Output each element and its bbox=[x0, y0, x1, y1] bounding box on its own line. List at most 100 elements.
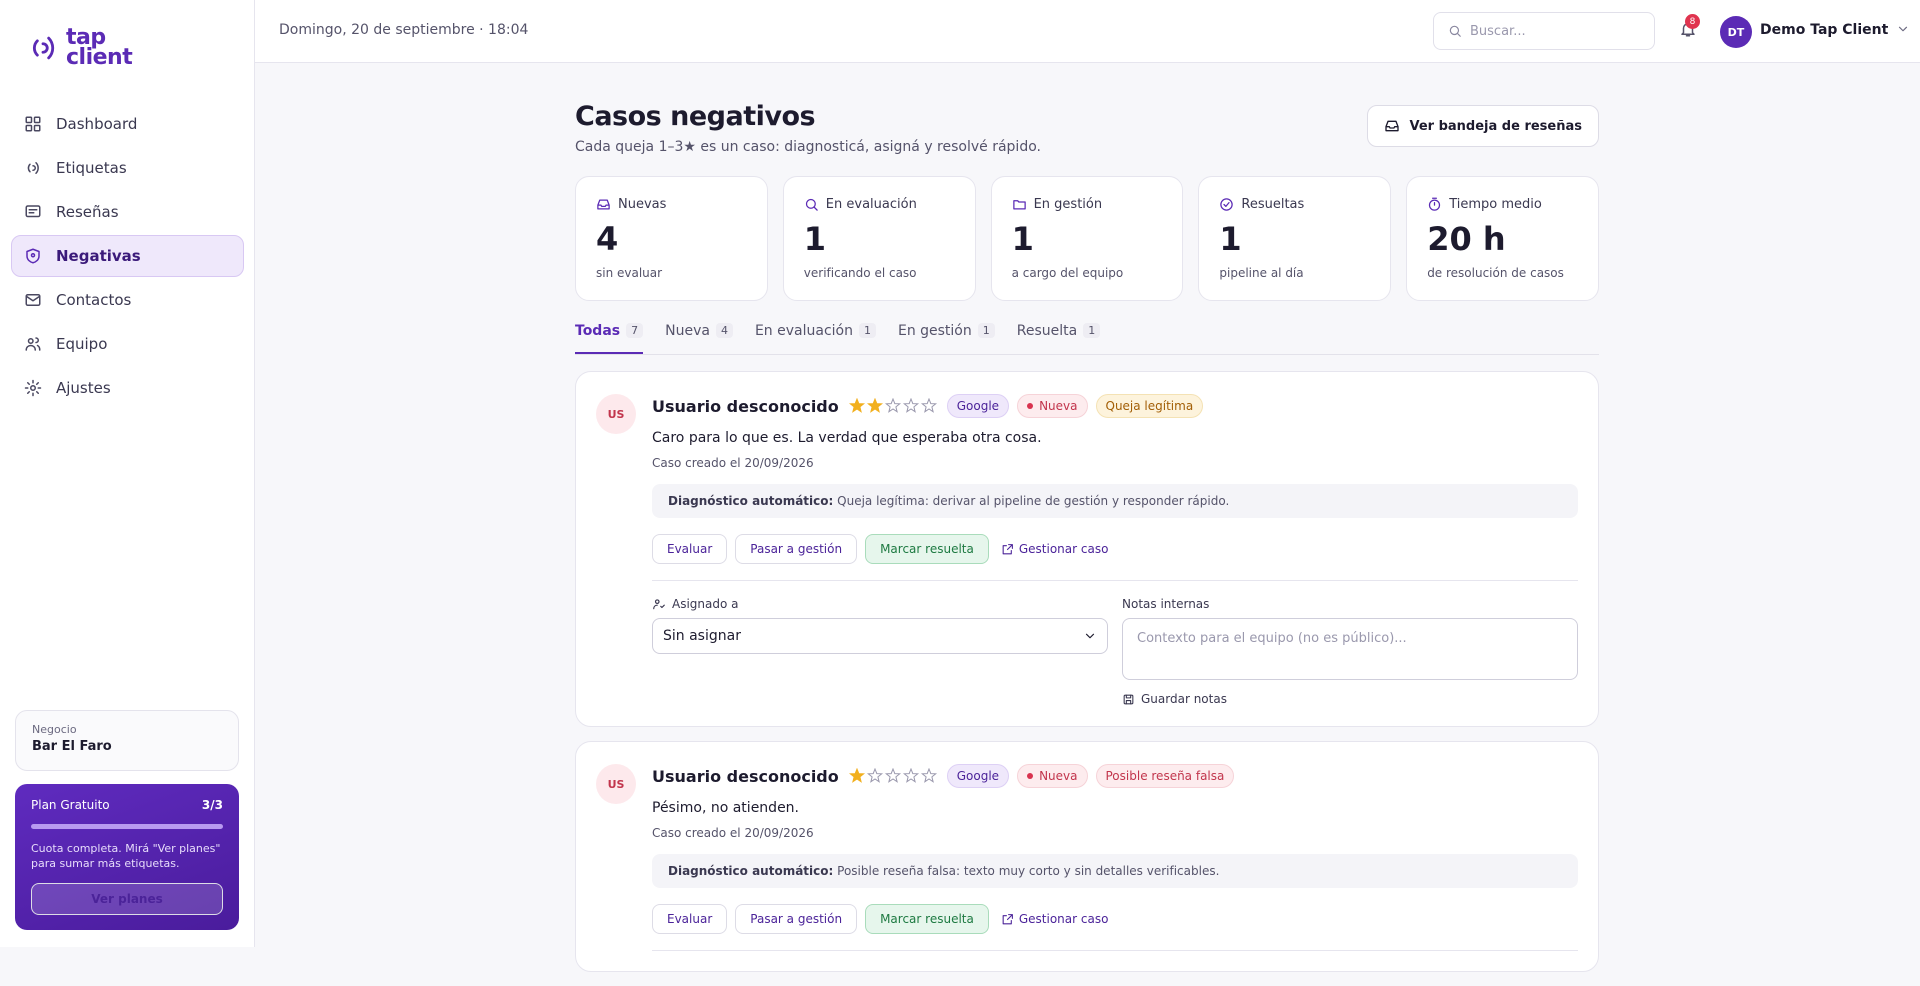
notification-count: 8 bbox=[1685, 14, 1700, 29]
action-label: Marcar resuelta bbox=[880, 542, 974, 556]
icon bbox=[1002, 543, 1013, 554]
nav-label: Negativas bbox=[56, 247, 141, 265]
status-badge: Nueva bbox=[1017, 394, 1088, 418]
nav: Dashboard Etiquetas Reseñas Negativas Contac… bbox=[11, 103, 244, 411]
save-label: Guardar notas bbox=[1141, 692, 1227, 706]
icon bbox=[25, 116, 41, 132]
stat-head: Tiempo medio bbox=[1427, 197, 1578, 212]
action-button[interactable]: Pasar a gestión bbox=[735, 534, 858, 564]
stat-value: 20 h bbox=[1427, 220, 1506, 258]
icon bbox=[1220, 198, 1234, 211]
stat-card: En evaluación 1 verificando el caso bbox=[782, 176, 976, 301]
notes-input[interactable]: Contexto para el equipo (no es público).… bbox=[1122, 618, 1578, 680]
nav-item[interactable]: Contactos bbox=[11, 279, 244, 321]
tab[interactable]: Nueva 4 bbox=[665, 323, 733, 354]
nav-item[interactable]: Dashboard bbox=[11, 103, 244, 145]
source-badge: Google bbox=[946, 764, 1010, 788]
case-text: Caro para lo que es. La verdad que esper… bbox=[652, 430, 1042, 446]
diagnosis-text: Queja legítima: derivar al pipeline de g… bbox=[837, 494, 1230, 508]
nav-label: Etiquetas bbox=[56, 159, 127, 177]
stat-card: En gestión 1 a cargo del equipo bbox=[990, 176, 1184, 301]
stat-head: En evaluación bbox=[804, 197, 955, 212]
tab-count: 7 bbox=[626, 323, 644, 338]
stat-note: verificando el caso bbox=[803, 266, 917, 280]
assign-select[interactable]: Sin asignar bbox=[652, 618, 1108, 654]
icon bbox=[653, 599, 665, 610]
icon bbox=[805, 198, 818, 211]
tab-label: Resuelta bbox=[1016, 323, 1078, 339]
action-label: Gestionar caso bbox=[1018, 542, 1109, 556]
case-card: US Usuario desconocido Google Nueva Queja le… bbox=[575, 371, 1599, 727]
icon bbox=[1085, 633, 1095, 639]
action-button[interactable]: Evaluar bbox=[652, 534, 728, 564]
button-label: Ver bandeja de reseñas bbox=[1409, 118, 1582, 134]
icon bbox=[26, 248, 40, 264]
assign-label: Asignado a bbox=[652, 597, 1108, 611]
plan-top: Plan Gratuito 3/3 bbox=[31, 798, 223, 812]
date: Domingo, 20 de septiembre · 18:04 bbox=[279, 22, 529, 38]
tag-badge: Queja legítima bbox=[1095, 394, 1204, 418]
plan-box: Plan Gratuito 3/3 Cuota completa. Mirá "Ve… bbox=[15, 784, 239, 930]
action-button[interactable]: Marcar resuelta bbox=[865, 904, 989, 934]
tab-count: 4 bbox=[715, 323, 733, 338]
tab[interactable]: En evaluación 1 bbox=[755, 323, 876, 354]
tab[interactable]: Todas 7 bbox=[575, 323, 644, 354]
logo: tap client bbox=[26, 27, 133, 69]
nav-item[interactable]: Etiquetas bbox=[11, 147, 244, 189]
actions: Evaluar Pasar a gestión Marcar resuelta Ges… bbox=[652, 534, 1578, 564]
case-head: Usuario desconocido Google Nueva Queja legí… bbox=[652, 394, 1578, 418]
action-label: Gestionar caso bbox=[1018, 912, 1109, 926]
case-management: Asignado a Sin asignar Notas internas Conte… bbox=[652, 597, 1578, 706]
stat-head: Nuevas bbox=[596, 197, 747, 212]
nav-label: Reseñas bbox=[56, 203, 119, 221]
save-notes[interactable]: Guardar notas bbox=[1122, 692, 1578, 706]
case-text: Pésimo, no atienden. bbox=[652, 800, 799, 816]
stat-label: En gestión bbox=[1033, 197, 1103, 212]
action-label: Marcar resuelta bbox=[880, 912, 974, 926]
nav-label: Ajustes bbox=[56, 379, 111, 397]
plan-usage: 3/3 bbox=[201, 798, 223, 812]
stat-note: de resolución de casos bbox=[1427, 266, 1564, 280]
business-label: Negocio bbox=[32, 723, 77, 736]
nav-item[interactable]: Negativas bbox=[11, 235, 244, 277]
action-button[interactable]: Marcar resuelta bbox=[865, 534, 989, 564]
user-menu[interactable]: Demo Tap Client bbox=[1760, 22, 1910, 38]
user-name: Demo Tap Client bbox=[1760, 22, 1889, 38]
stats: Nuevas 4 sin evaluar En evaluación 1 verifica… bbox=[575, 176, 1599, 301]
stat-value: 1 bbox=[1011, 220, 1034, 258]
action-button[interactable]: Gestionar caso bbox=[996, 904, 1113, 934]
separator bbox=[652, 950, 1578, 951]
case-avatar: US bbox=[596, 764, 636, 804]
star bbox=[920, 398, 937, 413]
star bbox=[902, 768, 919, 783]
plan-button[interactable]: Ver planes bbox=[31, 883, 223, 915]
case-name: Usuario desconocido bbox=[652, 396, 839, 416]
action-button[interactable]: Evaluar bbox=[652, 904, 728, 934]
nav-label: Contactos bbox=[56, 291, 132, 309]
icon bbox=[33, 36, 55, 60]
tab[interactable]: En gestión 1 bbox=[898, 323, 995, 354]
nav-item[interactable]: Reseñas bbox=[11, 191, 244, 233]
diagnosis: Diagnóstico automático: Queja legítima: … bbox=[652, 484, 1578, 518]
case-list: US Usuario desconocido Google Nueva Queja le… bbox=[575, 371, 1599, 986]
stat-label: En evaluación bbox=[825, 197, 917, 212]
action-button[interactable]: Gestionar caso bbox=[996, 534, 1113, 564]
nav-item[interactable]: Ajustes bbox=[11, 367, 244, 409]
nav-item[interactable]: Equipo bbox=[11, 323, 244, 365]
tab-count: 1 bbox=[1083, 323, 1101, 338]
plan-progress bbox=[31, 824, 223, 829]
icon bbox=[1449, 25, 1461, 37]
search[interactable]: Buscar... bbox=[1433, 12, 1655, 50]
sidebar: tap client Dashboard Etiquetas Reseñas Negati… bbox=[0, 0, 255, 947]
star bbox=[920, 768, 937, 783]
icon bbox=[25, 205, 41, 218]
tabs: Todas 7 Nueva 4 En evaluación 1 En gestión 1 Res… bbox=[575, 323, 1599, 355]
diagnosis-label: Diagnóstico automático: bbox=[668, 864, 834, 878]
stat-label: Nuevas bbox=[618, 197, 667, 212]
icon bbox=[25, 337, 41, 351]
notes: Notas internas Contexto para el equipo (n… bbox=[1122, 597, 1578, 706]
inbox-button[interactable]: Ver bandeja de reseñas bbox=[1367, 105, 1599, 147]
action-button[interactable]: Pasar a gestión bbox=[735, 904, 858, 934]
stat-value: 1 bbox=[1219, 220, 1242, 258]
tab[interactable]: Resuelta 1 bbox=[1016, 323, 1101, 354]
